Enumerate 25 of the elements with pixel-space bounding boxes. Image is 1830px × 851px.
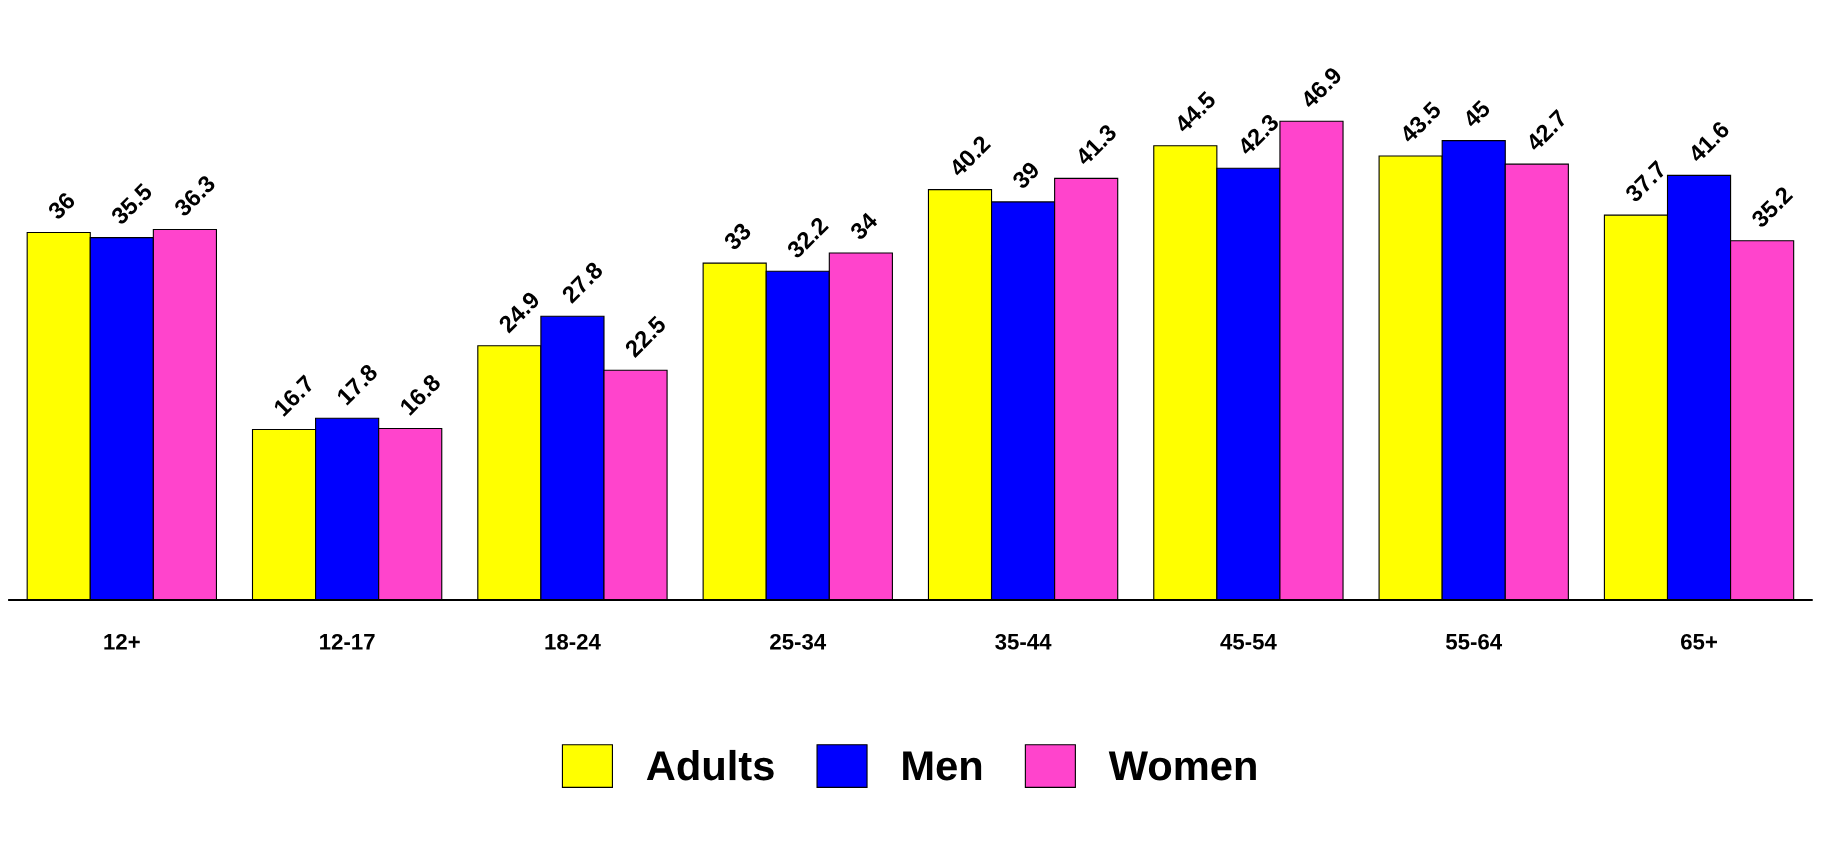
x-tick-label: 12-17 xyxy=(320,633,375,650)
data-label: 45 xyxy=(1461,99,1492,129)
data-label: 35.2 xyxy=(1750,185,1794,229)
x-tick-label: 12+ xyxy=(104,633,140,650)
x-tick-label: 45-54 xyxy=(1220,634,1277,650)
data-label: 41.3 xyxy=(1074,123,1118,167)
x-tick-label: 25-34 xyxy=(770,633,827,650)
x-tick-label: 35-44 xyxy=(995,633,1052,650)
legend-label: Adults xyxy=(646,749,774,781)
data-label: 33 xyxy=(722,221,753,252)
data-label: 42.3 xyxy=(1236,112,1280,157)
x-tick-label: 18-24 xyxy=(545,633,601,650)
data-label: 40.2 xyxy=(947,134,992,178)
data-label: 36 xyxy=(46,191,77,221)
data-label: 32.2 xyxy=(785,216,830,260)
data-label: 36.3 xyxy=(172,174,217,218)
x-tick-label: 55-64 xyxy=(1445,633,1503,650)
data-label: 44.5 xyxy=(1173,90,1217,134)
legend-label: Men xyxy=(903,751,982,781)
data-label: 34 xyxy=(848,211,879,241)
data-label: 39 xyxy=(1011,160,1041,190)
legend-label: Women xyxy=(1108,751,1256,781)
x-tick-label: 65+ xyxy=(1681,633,1717,650)
data-label: 46.9 xyxy=(1299,65,1343,110)
data-label: 41.6 xyxy=(1686,120,1731,164)
